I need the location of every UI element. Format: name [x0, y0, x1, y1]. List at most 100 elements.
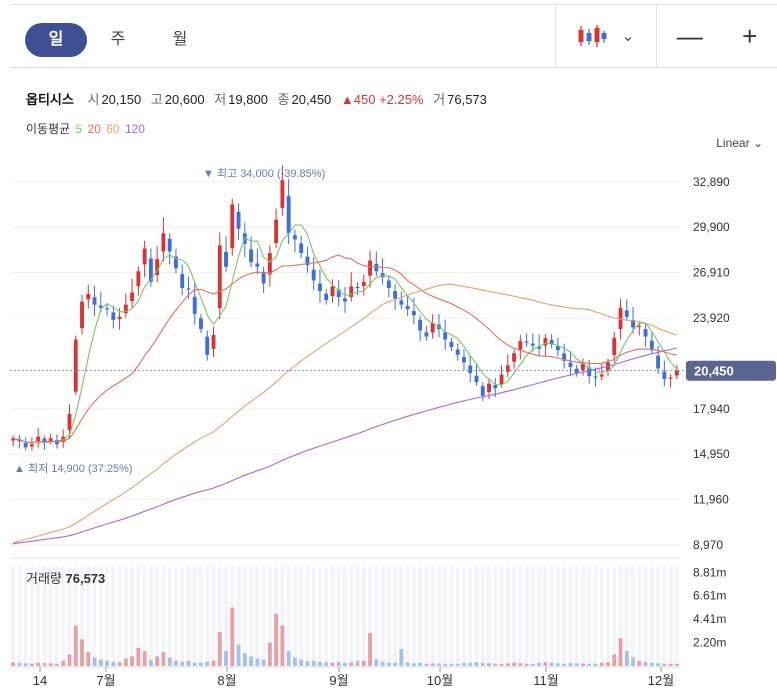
candle-body [161, 233, 166, 252]
volume-bar [668, 663, 673, 666]
candle-body [493, 384, 498, 389]
candlestick-icon [578, 25, 607, 47]
volume-bg-bar [430, 566, 435, 666]
volume-bg-bar [155, 566, 160, 666]
volume-bar [462, 663, 466, 666]
tab-weekly[interactable]: 주 [110, 31, 126, 48]
volume-bg-bar [662, 566, 667, 666]
volume-bg-bar [449, 566, 454, 666]
candle-body [255, 263, 260, 267]
candle-body [518, 341, 523, 350]
chart-type-selector[interactable]: ⌄ [555, 5, 656, 67]
volume-bar [499, 663, 504, 666]
x-tick-label: 10월 [427, 673, 453, 688]
tab-daily[interactable]: 일 [25, 23, 87, 57]
y-tick-label: 17,940 [693, 402, 730, 416]
open-label: 시 [87, 92, 100, 107]
candle-body [487, 383, 491, 393]
volume-bar [537, 662, 542, 666]
volume-bg-bar [543, 566, 548, 666]
volume-bg-bar [643, 566, 648, 666]
volume-bg-bar [637, 566, 642, 666]
volume-bg-bar [599, 566, 604, 666]
candle-body [343, 298, 347, 302]
volume-tick-label: 6.61m [693, 589, 726, 603]
volume-bg-bar [487, 566, 491, 666]
volume-bar [386, 662, 391, 666]
volume-bar [436, 663, 441, 666]
volume-bar [524, 663, 529, 666]
volume-bar [286, 651, 291, 666]
candle-body [280, 180, 285, 208]
volume-bar [568, 663, 573, 666]
zoom-out-button[interactable]: — [676, 21, 703, 51]
period-tabs: 일 주 월 [25, 23, 211, 57]
tab-monthly[interactable]: 월 [172, 31, 188, 48]
candle-body [80, 301, 84, 329]
volume-bar [455, 663, 460, 666]
chevron-down-icon[interactable]: ⌄ [621, 28, 635, 45]
high-value: 20,600 [164, 92, 205, 107]
candle-body [555, 345, 560, 351]
volume-bar [111, 661, 116, 666]
volume-bg-bar [142, 566, 147, 666]
candle-body [336, 289, 341, 298]
volume-bar [180, 661, 185, 666]
volume-bar [199, 662, 203, 666]
volume-bg-bar [549, 566, 554, 666]
price-summary: 옵티시스 시 20,150 고 20,600 저 19,800 종 20,450 ▲45… [26, 89, 493, 108]
volume-bar [518, 663, 523, 666]
volume-bg-bar [205, 566, 210, 666]
candle-body [311, 269, 316, 281]
chevron-down-icon: ⌄ [752, 136, 763, 150]
volume-bg-bar [374, 566, 379, 666]
candle-body [530, 343, 535, 346]
volume-bg-bar [405, 566, 410, 666]
scale-selector[interactable]: Linear ⌄ [716, 136, 763, 150]
candle-body [643, 329, 648, 337]
candle-body [249, 249, 254, 263]
volume-bg-bar [130, 566, 135, 666]
moving-average-legend[interactable]: 이동평균 5 20 60 120 [26, 120, 147, 137]
candle-body [148, 258, 153, 282]
volume-bar [86, 652, 91, 666]
candle-body [455, 349, 460, 355]
candle-body [380, 273, 385, 278]
volume-bar [612, 654, 617, 666]
candle-body [111, 312, 116, 320]
y-tick-label: 11,960 [693, 493, 729, 507]
candle-body [167, 238, 172, 252]
volume-bar [324, 662, 329, 666]
candle-body [499, 374, 504, 385]
x-tick-label: 11월 [533, 673, 558, 688]
candle-body [261, 271, 266, 284]
volume-bg-bar [361, 566, 366, 666]
volume-bar [242, 653, 247, 666]
low-label: 저 [214, 92, 227, 107]
volume-bg-bar [530, 566, 535, 666]
volume-bar [562, 663, 567, 666]
candle-body [105, 308, 109, 310]
volume-bar [23, 663, 28, 666]
x-tick-label: 14 [33, 673, 47, 688]
current-price-tag [686, 360, 776, 381]
candle-body [581, 363, 585, 371]
volume-bar [574, 663, 579, 666]
volume-bar [230, 607, 235, 666]
volume-bar [117, 662, 122, 666]
volume-bg-bar [474, 566, 479, 666]
candle-body [624, 310, 629, 317]
candle-body [142, 248, 147, 265]
volume-bar [618, 638, 623, 666]
candle-body [199, 318, 203, 329]
zoom-in-button[interactable]: + [742, 21, 758, 51]
candle-body [399, 300, 404, 305]
volume-bg-bar [668, 566, 673, 666]
candle-body [355, 286, 360, 289]
candle-body [612, 338, 617, 356]
volume-bar [555, 663, 560, 666]
candle-body [618, 307, 623, 329]
volume-bar [587, 663, 592, 666]
volume-bg-bar [180, 566, 185, 666]
